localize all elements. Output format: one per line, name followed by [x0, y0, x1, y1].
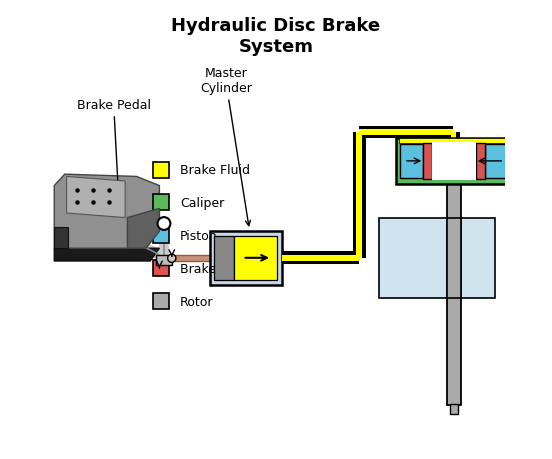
Bar	[447, 133, 460, 146]
Bar	[359, 130, 453, 135]
Bar	[432, 143, 476, 180]
Bar	[447, 218, 461, 298]
Bar	[152, 162, 168, 178]
Bar	[214, 236, 235, 280]
Bar	[423, 144, 432, 179]
Bar	[359, 126, 453, 139]
Bar	[235, 236, 277, 280]
Bar	[210, 231, 282, 285]
Bar	[152, 261, 168, 277]
Bar	[379, 218, 447, 298]
Polygon shape	[54, 249, 160, 262]
Text: Brake Fluid: Brake Fluid	[180, 164, 250, 177]
Text: Rotor: Rotor	[180, 295, 214, 308]
Bar	[450, 404, 458, 414]
Bar	[152, 294, 168, 309]
Bar	[152, 195, 168, 211]
Bar	[476, 144, 485, 179]
Bar	[353, 133, 365, 258]
Bar	[156, 255, 172, 265]
Bar	[400, 145, 423, 179]
Bar	[152, 228, 168, 244]
Bar	[450, 133, 456, 146]
Bar	[447, 185, 461, 405]
Text: Master
Cylinder: Master Cylinder	[200, 67, 252, 226]
Text: Piston: Piston	[180, 230, 217, 242]
Bar	[400, 138, 509, 144]
Polygon shape	[54, 175, 160, 249]
Text: Hydraulic Disc Brake
System: Hydraulic Disc Brake System	[172, 17, 380, 56]
Bar	[176, 256, 216, 262]
Circle shape	[168, 255, 176, 263]
Text: Caliper: Caliper	[180, 196, 224, 209]
Polygon shape	[128, 209, 160, 249]
Bar	[357, 133, 362, 258]
Circle shape	[157, 218, 171, 230]
Text: Brake Pad: Brake Pad	[180, 262, 243, 275]
Bar	[396, 138, 512, 185]
Bar	[282, 252, 359, 265]
Bar	[485, 145, 508, 179]
Bar	[282, 256, 359, 261]
Polygon shape	[54, 227, 68, 249]
Text: Brake Pedal: Brake Pedal	[77, 99, 151, 186]
Polygon shape	[67, 177, 125, 218]
Bar	[461, 218, 496, 298]
